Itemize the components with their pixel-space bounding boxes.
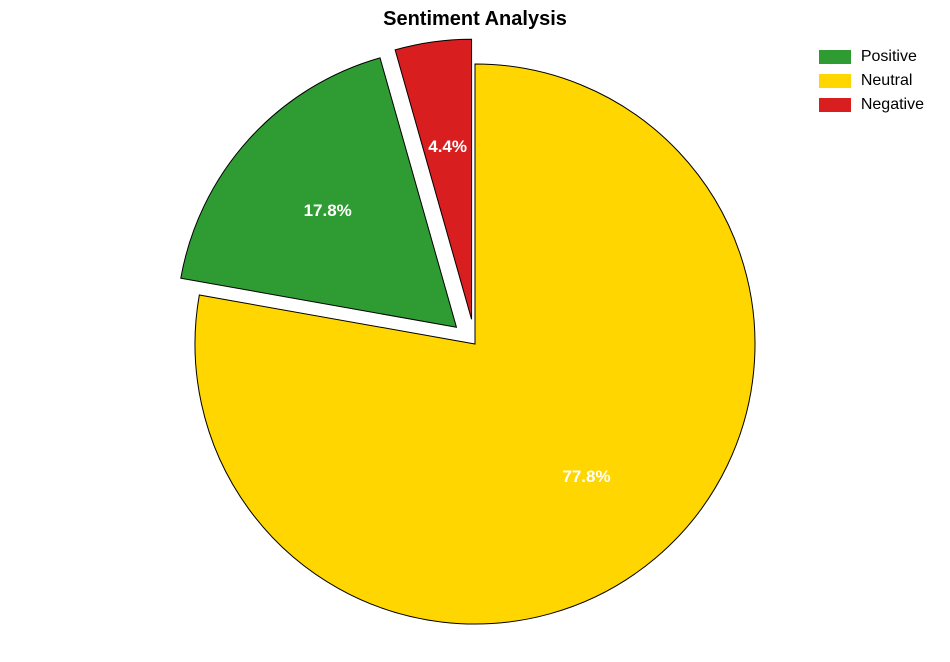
legend-label: Negative xyxy=(861,96,924,114)
legend-label: Positive xyxy=(861,48,917,66)
legend-swatch-negative xyxy=(819,98,851,112)
slice-label-negative: 4.4% xyxy=(428,137,467,157)
legend-swatch-positive xyxy=(819,50,851,64)
legend-label: Neutral xyxy=(861,72,913,90)
slice-label-positive: 17.8% xyxy=(304,201,352,221)
legend-swatch-neutral xyxy=(819,74,851,88)
legend-item-negative: Negative xyxy=(819,96,924,114)
legend: Positive Neutral Negative xyxy=(819,48,924,120)
slice-label-neutral: 77.8% xyxy=(562,467,610,487)
legend-item-positive: Positive xyxy=(819,48,924,66)
legend-item-neutral: Neutral xyxy=(819,72,924,90)
pie-chart xyxy=(0,0,950,662)
